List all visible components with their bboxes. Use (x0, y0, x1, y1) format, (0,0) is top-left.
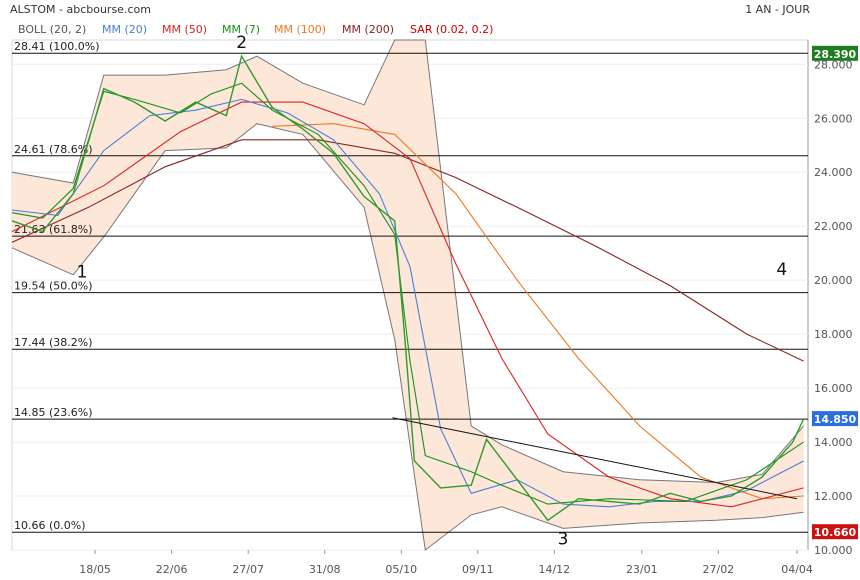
wave-label: 3 (558, 530, 569, 550)
fibonacci-label: 17.44 (38.2%) (14, 336, 93, 349)
x-tick-label: 27/07 (232, 563, 264, 576)
chart-period: 1 AN - JOUR (745, 3, 810, 16)
y-axis-ticks: 10.000 12.000 14.000 16.000 18.000 20.000 22.0… (814, 58, 853, 557)
x-tick-label: 27/02 (702, 563, 734, 576)
badge-top: 28.390 (812, 45, 858, 61)
chart-title: ALSTOM - abcbourse.com (10, 3, 151, 16)
wave-label: 1 (77, 262, 88, 282)
wave-labels: 1 2 3 4 (77, 33, 788, 550)
badge-last-value: 14.850 (814, 413, 857, 426)
badge-last-box (812, 411, 858, 427)
legend-boll: BOLL (20, 2) (18, 23, 86, 36)
badge-last: 14.850 (812, 411, 858, 427)
badge-top-box (812, 45, 858, 61)
badge-bottom-value: 10.660 (814, 526, 857, 539)
y-tick-label: 26.000 (814, 112, 853, 125)
y-tick-label: 10.000 (814, 544, 853, 557)
y-tick-label: 28.000 (814, 58, 853, 71)
legend-mm7: MM (7) (222, 23, 260, 36)
y-tick-label: 22.000 (814, 220, 853, 233)
wave-label: 4 (776, 260, 787, 280)
y-tick-label: 20.000 (814, 274, 853, 287)
badge-top-value: 28.390 (814, 48, 857, 61)
x-tick-label: 05/10 (385, 563, 417, 576)
fibonacci-label: 28.41 (100.0%) (14, 40, 100, 53)
bollinger-upper-line (11, 39, 804, 484)
fibonacci-label: 10.66 (0.0%) (14, 519, 86, 532)
series-line-mm20 (11, 98, 804, 508)
moving-averages (11, 54, 805, 522)
x-axis-ticks: 18/05 22/06 27/07 31/08 05/10 09/11 14/12 23/01… (79, 550, 813, 576)
badge-bottom: 10.660 (812, 524, 858, 540)
series-line-mm200 (11, 139, 804, 362)
x-tick-label: 23/01 (626, 563, 658, 576)
bollinger-fill (12, 40, 804, 550)
wave-label: 2 (236, 33, 247, 53)
legend-mm200: MM (200) (342, 23, 394, 36)
badge-bottom-box (812, 524, 858, 540)
fibonacci-label: 14.85 (23.6%) (14, 406, 93, 419)
legend-sar: SAR (0.02, 0.2) (410, 23, 493, 36)
bollinger-band (11, 39, 804, 551)
legend-mm20: MM (20) (102, 23, 147, 36)
legend-mm50: MM (50) (162, 23, 207, 36)
y-tick-label: 18.000 (814, 328, 853, 341)
y-tick-label: 14.000 (814, 436, 853, 449)
y-tick-label: 24.000 (814, 166, 853, 179)
trendline-segment (392, 417, 798, 500)
y-tick-label: 12.000 (814, 490, 853, 503)
plot-area: 28.41 (100.0%)24.61 (78.6%)21.63 (61.8%)… (11, 33, 809, 551)
fibonacci-label: 19.54 (50.0%) (14, 280, 93, 293)
x-tick-label: 22/06 (156, 563, 188, 576)
y-tick-label: 16.000 (814, 382, 853, 395)
fibonacci-label: 24.61 (78.6%) (14, 143, 93, 156)
x-tick-label: 04/04 (781, 563, 813, 576)
bollinger-lower-line (11, 123, 804, 551)
series-line-mm100 (272, 123, 804, 500)
series-line-mm7 (11, 82, 804, 505)
x-tick-label: 31/08 (309, 563, 341, 576)
legend-mm100: MM (100) (274, 23, 326, 36)
trendline (392, 417, 798, 500)
series-line-close (11, 54, 805, 522)
legend: BOLL (20, 2) MM (20) MM (50) MM (7) MM (… (18, 23, 493, 36)
series-line-mm50 (11, 101, 804, 508)
x-tick-label: 09/11 (462, 563, 494, 576)
x-tick-label: 14/12 (538, 563, 570, 576)
x-tick-label: 18/05 (79, 563, 111, 576)
